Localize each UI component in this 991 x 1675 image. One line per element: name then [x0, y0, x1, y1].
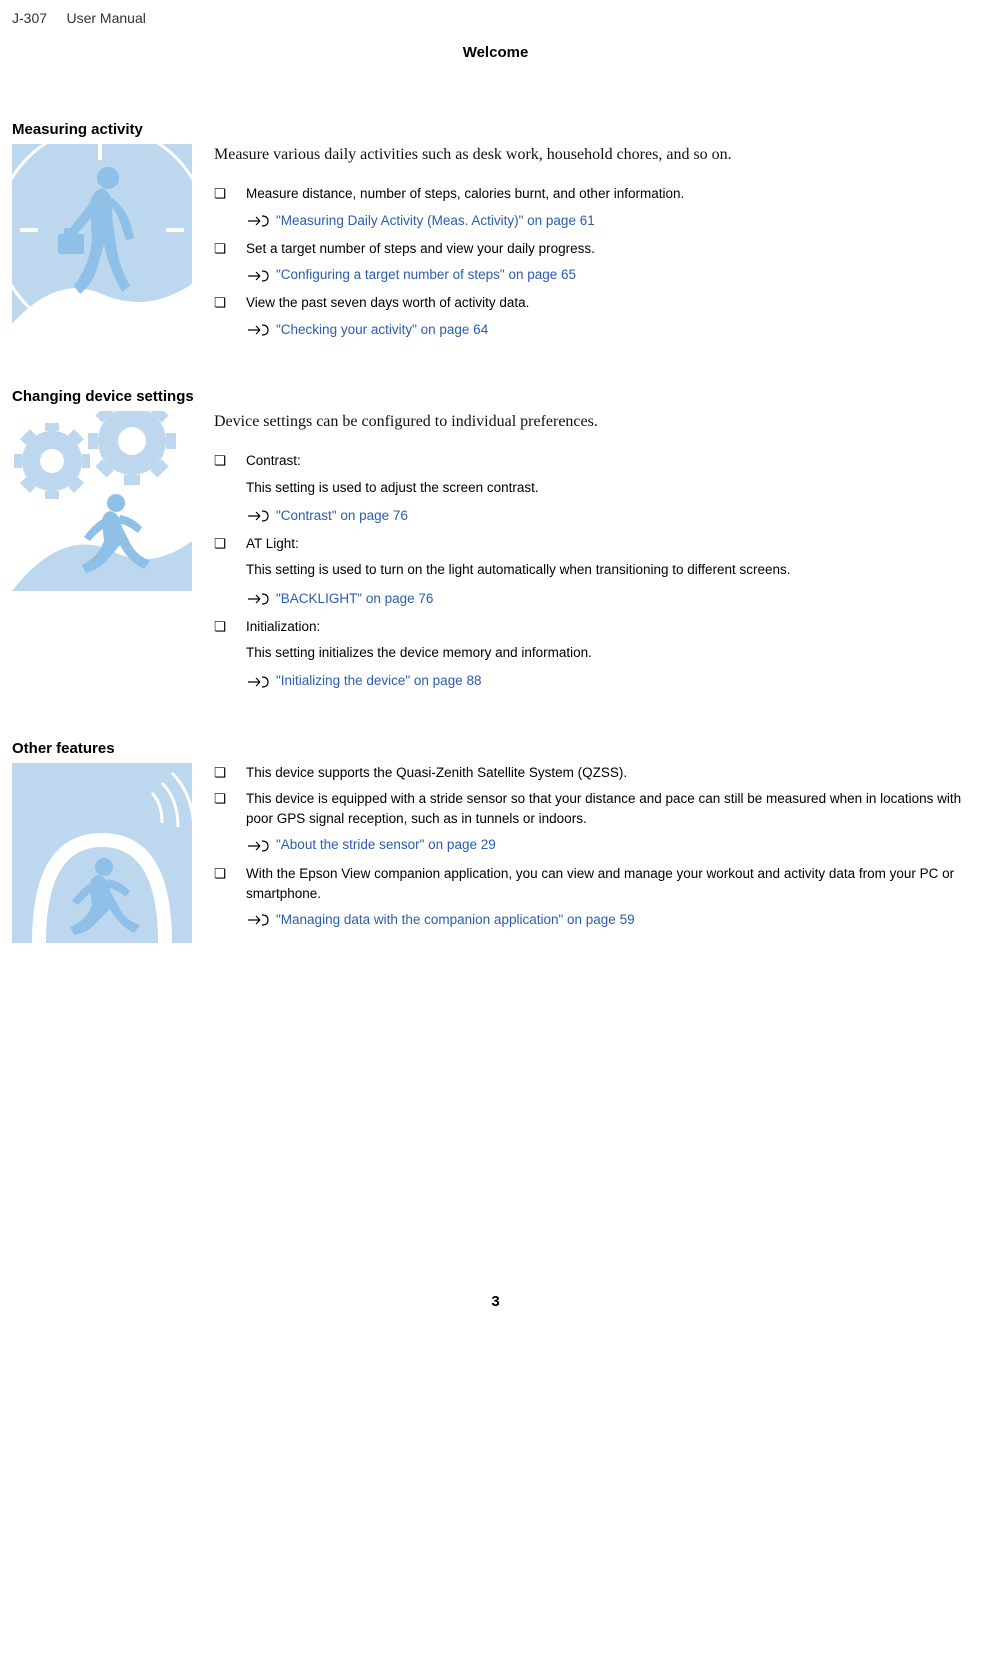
bullet-text: Measure distance, number of steps, calor… [246, 184, 979, 204]
bullet-icon: ❏ [214, 184, 228, 204]
measuring-illustration [12, 144, 192, 324]
bullet-subtext: This setting is used to adjust the scree… [246, 478, 539, 498]
doc-header: J-307 User Manual [12, 10, 979, 26]
pointer-icon [246, 671, 270, 691]
bullet-subtext: This setting is used to turn on the ligh… [246, 560, 791, 580]
cross-ref-link[interactable]: "Configuring a target number of steps" o… [276, 265, 576, 285]
cross-ref-link[interactable]: "Initializing the device" on page 88 [276, 671, 481, 691]
bullet-text: With the Epson View companion applicatio… [246, 864, 979, 905]
cross-ref-link[interactable]: "About the stride sensor" on page 29 [276, 835, 496, 855]
bullet-icon: ❏ [214, 763, 228, 783]
pointer-icon [246, 211, 270, 231]
bullet-icon: ❏ [214, 534, 228, 554]
cross-ref-link[interactable]: "Managing data with the companion applic… [276, 910, 635, 930]
other-bullets: ❏ This device supports the Quasi-Zenith … [214, 763, 979, 931]
bullet-icon: ❏ [214, 617, 228, 637]
other-illustration [12, 763, 192, 943]
settings-intro: Device settings can be configured to ind… [214, 411, 979, 433]
section-heading-other: Other features [12, 740, 979, 757]
section-other: ❏ This device supports the Quasi-Zenith … [12, 763, 979, 943]
bullet-text: View the past seven days worth of activi… [246, 293, 979, 313]
model-code: J-307 [12, 10, 47, 26]
settings-illustration [12, 411, 192, 591]
page-title: Welcome [12, 44, 979, 61]
bullet-icon: ❏ [214, 789, 228, 830]
bullet-icon: ❏ [214, 239, 228, 259]
bullet-text: Contrast: [246, 451, 979, 471]
cross-ref-link[interactable]: "BACKLIGHT" on page 76 [276, 589, 433, 609]
bullet-text: This device is equipped with a stride se… [246, 789, 979, 830]
page-number: 3 [12, 1293, 979, 1310]
bullet-text: Set a target number of steps and view yo… [246, 239, 979, 259]
bullet-text: AT Light: [246, 534, 979, 554]
pointer-icon [246, 320, 270, 340]
section-measuring: Measure various daily activities such as… [12, 144, 979, 348]
pointer-icon [246, 910, 270, 930]
section-settings: Device settings can be configured to ind… [12, 411, 979, 700]
bullet-text: This device supports the Quasi-Zenith Sa… [246, 763, 979, 783]
pointer-icon [246, 265, 270, 285]
manual-title: User Manual [66, 10, 145, 26]
bullet-subtext: This setting initializes the device memo… [246, 643, 592, 663]
measuring-intro: Measure various daily activities such as… [214, 144, 979, 166]
cross-ref-link[interactable]: "Contrast" on page 76 [276, 506, 408, 526]
pointer-icon [246, 589, 270, 609]
cross-ref-link[interactable]: "Measuring Daily Activity (Meas. Activit… [276, 211, 595, 231]
settings-bullets: ❏ Contrast: This setting is used to adju… [214, 451, 979, 691]
cross-ref-link[interactable]: "Checking your activity" on page 64 [276, 320, 488, 340]
bullet-icon: ❏ [214, 451, 228, 471]
bullet-icon: ❏ [214, 864, 228, 905]
pointer-icon [246, 835, 270, 855]
measuring-bullets: ❏ Measure distance, number of steps, cal… [214, 184, 979, 340]
section-heading-measuring: Measuring activity [12, 121, 979, 138]
pointer-icon [246, 506, 270, 526]
bullet-icon: ❏ [214, 293, 228, 313]
section-heading-settings: Changing device settings [12, 388, 979, 405]
bullet-text: Initialization: [246, 617, 979, 637]
